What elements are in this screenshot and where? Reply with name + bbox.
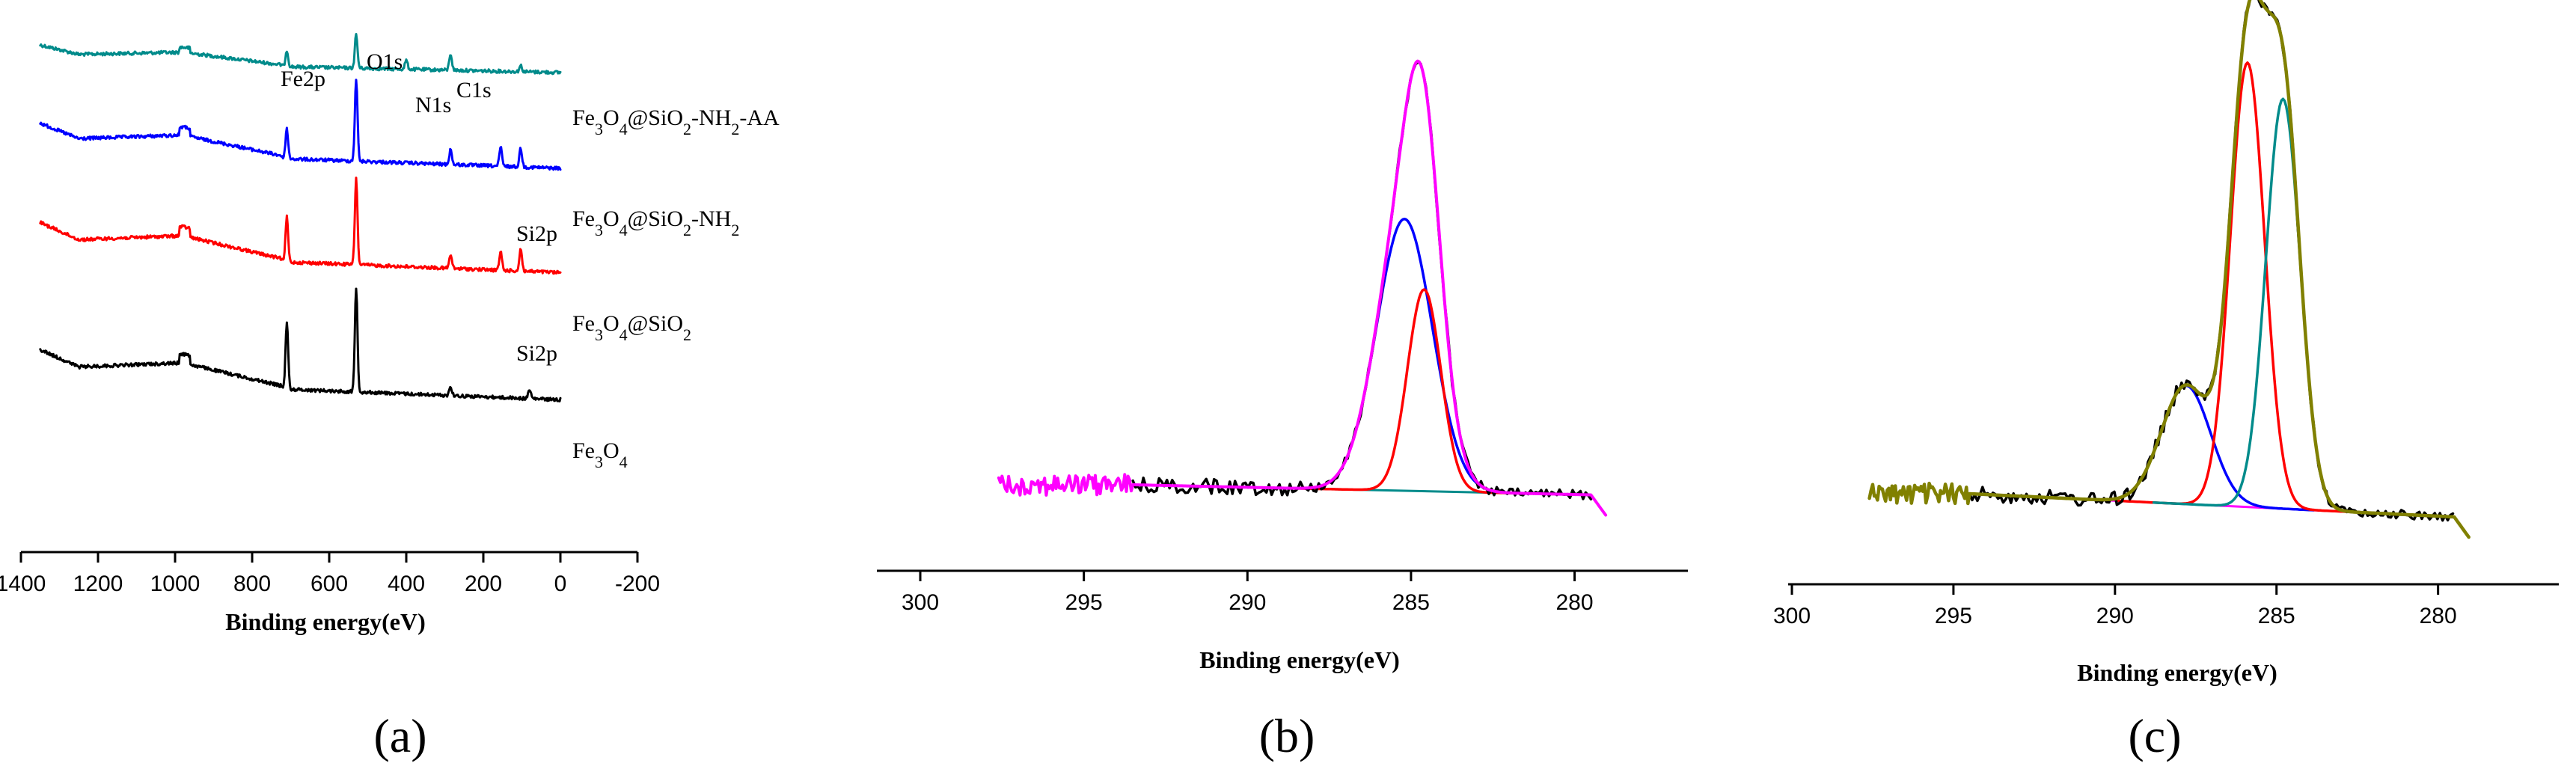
panel-a-peak-label: Fe2p — [281, 67, 325, 91]
panel-c-curves — [1867, 0, 2471, 539]
panel-b-tick-label: 295 — [1065, 590, 1103, 615]
panel-c-tick-label: 295 — [1935, 604, 1972, 628]
panel-a-tick-label: 200 — [465, 572, 502, 596]
panel-a-curves — [39, 33, 562, 402]
panel-c-fit-peak — [2055, 384, 2316, 512]
panel-a-tick-label: 1400 — [0, 572, 46, 596]
panel-a-tick-label: -200 — [615, 572, 660, 596]
panel-b-tick-label: 300 — [902, 590, 939, 615]
panel-b-x-ticks: 300 295 290 285 280 — [902, 571, 1594, 615]
panel-b-x-axis-title: Binding energy(eV) — [1199, 646, 1400, 673]
panel-c-envelope-line — [1867, 0, 2471, 539]
panel-a-tick-label: 800 — [233, 572, 271, 596]
panel-c-experimental-line — [1968, 0, 2455, 522]
panel-b-label: (b) — [1259, 709, 1315, 762]
panel-a-label: (a) — [373, 709, 426, 762]
panel-c-c1s-spectrum: 300 295 290 285 280 Binding energy(eV) (c) — [1773, 0, 2559, 762]
panel-c-x-axis-title: Binding energy(eV) — [2077, 659, 2277, 686]
panel-a-peak-label: O1s — [367, 49, 403, 74]
panel-c-tick-label: 300 — [1773, 604, 1811, 628]
panel-a-series-labels: Fe3O4@SiO2-NH2-AA Fe3O4@SiO2-NH2 Fe3O4@SiO… — [572, 105, 780, 471]
panel-a-tick-label: 600 — [310, 572, 348, 596]
panel-a-tick-label: 0 — [554, 572, 567, 596]
panel-c-tick-label: 290 — [2096, 604, 2134, 628]
panel-a-peak-label: N1s — [415, 93, 451, 117]
panel-a-peak-label: Si2p — [516, 341, 557, 366]
panel-c-label: (c) — [2128, 709, 2181, 762]
panel-a-series-line — [39, 33, 562, 76]
panel-b-tick-label: 290 — [1229, 590, 1266, 615]
panel-a-series-label: Fe3O4@SiO2 — [572, 311, 691, 344]
panel-a-tick-label: 1200 — [73, 572, 123, 596]
panel-b-fit-peak — [1291, 288, 1555, 496]
panel-b-experimental-line — [1131, 61, 1593, 500]
panel-c-tick-label: 285 — [2258, 604, 2295, 628]
panel-b-tick-label: 280 — [1556, 590, 1594, 615]
panel-b-c1s-spectrum: 300 295 290 285 280 Binding energy(eV) (b) — [877, 59, 1688, 762]
panel-b-curves — [997, 59, 1608, 517]
panel-b-fit-peak — [1272, 217, 1535, 495]
panel-a-peak-label: Si2p — [516, 221, 557, 246]
panel-a-tick-label: 400 — [388, 572, 425, 596]
panel-b-envelope-line — [997, 59, 1608, 517]
panel-a-series-label: Fe3O4@SiO2-NH2-AA — [572, 105, 780, 138]
panel-b-tick-label: 285 — [1392, 590, 1430, 615]
panel-c-x-ticks: 300 295 290 285 280 — [1773, 584, 2457, 628]
panel-a-tick-label: 1000 — [150, 572, 201, 596]
panel-a-series-label: Fe3O4@SiO2-NH2 — [572, 206, 739, 239]
panel-a-x-axis-title: Binding energy(eV) — [225, 608, 426, 635]
panel-c-tick-label: 280 — [2420, 604, 2457, 628]
panel-a-survey-spectra: 1400 1200 1000 800 600 400 200 0 -200 Fe2p O1s N1s… — [0, 33, 780, 762]
panel-a-series-line — [39, 177, 562, 275]
panel-a-series-label: Fe3O4 — [572, 438, 628, 471]
panel-a-series-line — [39, 287, 562, 402]
panel-a-peak-label: C1s — [456, 78, 492, 102]
panel-a-x-ticks: 1400 1200 1000 800 600 400 200 0 -200 — [0, 552, 660, 596]
panel-a-series-line — [39, 79, 562, 171]
